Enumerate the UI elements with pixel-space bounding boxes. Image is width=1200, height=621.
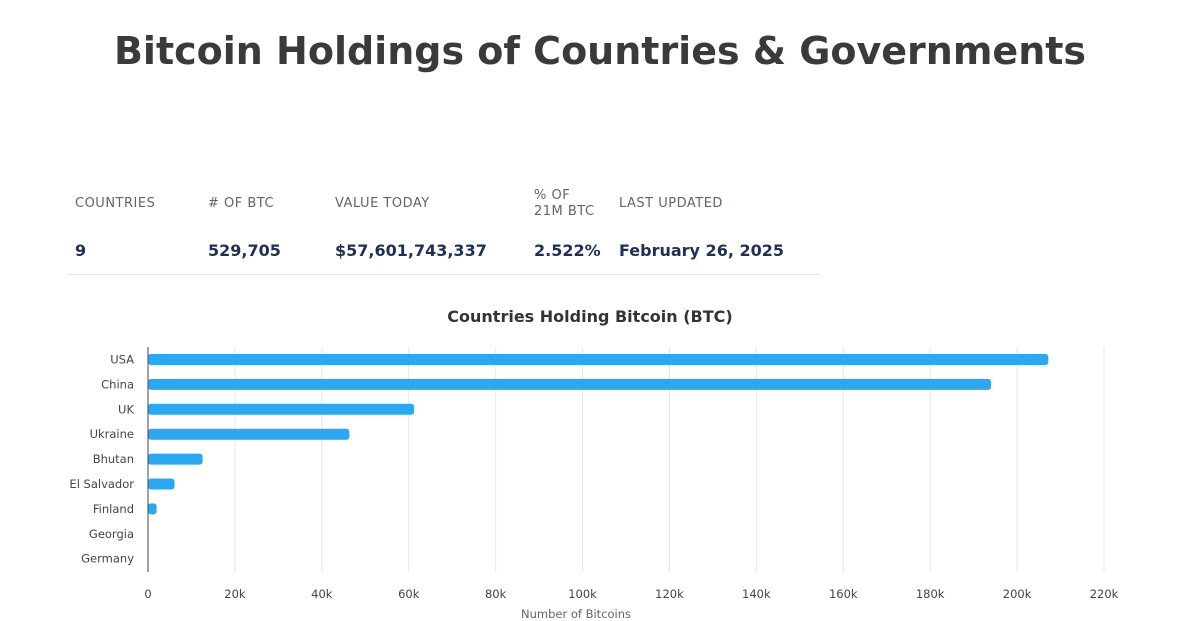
y-tick-label: Bhutan [93, 452, 134, 466]
stat-btc-header: # OF BTC [208, 196, 275, 211]
bar-layer [148, 354, 1049, 515]
stat-percent-header-line2: 21M BTC [534, 204, 595, 219]
chart-title: Countries Holding Bitcoin (BTC) [447, 307, 733, 326]
x-tick-label: 160k [829, 587, 858, 601]
y-tick-label: UK [118, 402, 134, 416]
bar-usa [148, 354, 1049, 365]
x-tick-label: 180k [916, 587, 945, 601]
bar-uk [148, 403, 415, 415]
x-tick-label: 60k [398, 587, 420, 601]
x-axis-title: Number of Bitcoins [521, 607, 631, 621]
bar-china [148, 378, 992, 390]
x-tick-label: 140k [742, 587, 771, 601]
stat-countries-value: 9 [75, 241, 87, 260]
x-tick-label: 20k [224, 587, 246, 601]
stat-percent-header-line1: % OF [534, 188, 571, 203]
y-tick-label: Georgia [89, 527, 134, 541]
stat-updated-header: LAST UPDATED [619, 196, 723, 211]
stat-value-today-value: $57,601,743,337 [335, 241, 487, 260]
x-tick-label: 120k [655, 587, 684, 601]
y-tick-label: USA [110, 353, 134, 367]
stat-value-today-header: VALUE TODAY [335, 196, 430, 211]
stats-table: COUNTRIES 9 # OF BTC 529,705 VALUE TODAY… [66, 185, 820, 275]
page-title: Bitcoin Holdings of Countries & Governme… [113, 29, 1087, 73]
y-tick-label: El Salvador [69, 477, 134, 491]
bar-bhutan [148, 453, 203, 465]
stat-updated-value: February 26, 2025 [619, 241, 784, 260]
y-tick-label: Finland [93, 502, 134, 516]
x-tick-label: 200k [1003, 587, 1032, 601]
label-layer: 0 20k 40k 60k 80k 100k 120k 140k 160k 180k 200k 220… [69, 353, 1118, 621]
x-tick-label: 220k [1090, 587, 1119, 601]
stat-btc-value: 529,705 [208, 241, 281, 260]
y-tick-label: China [101, 377, 134, 391]
stat-percent-value: 2.522% [534, 241, 601, 260]
stat-countries-header: COUNTRIES [75, 196, 156, 211]
bar-finland [148, 503, 157, 515]
bar-ukraine [148, 428, 350, 440]
y-tick-label: Ukraine [90, 427, 134, 441]
x-tick-label: 0 [144, 587, 151, 601]
x-tick-label: 40k [311, 587, 333, 601]
y-tick-label: Germany [81, 552, 134, 566]
bar-el-salvador [148, 478, 175, 490]
x-tick-label: 100k [568, 587, 597, 601]
stat-percent-header: % OF 21M BTC [534, 185, 595, 223]
x-tick-label: 80k [485, 587, 507, 601]
